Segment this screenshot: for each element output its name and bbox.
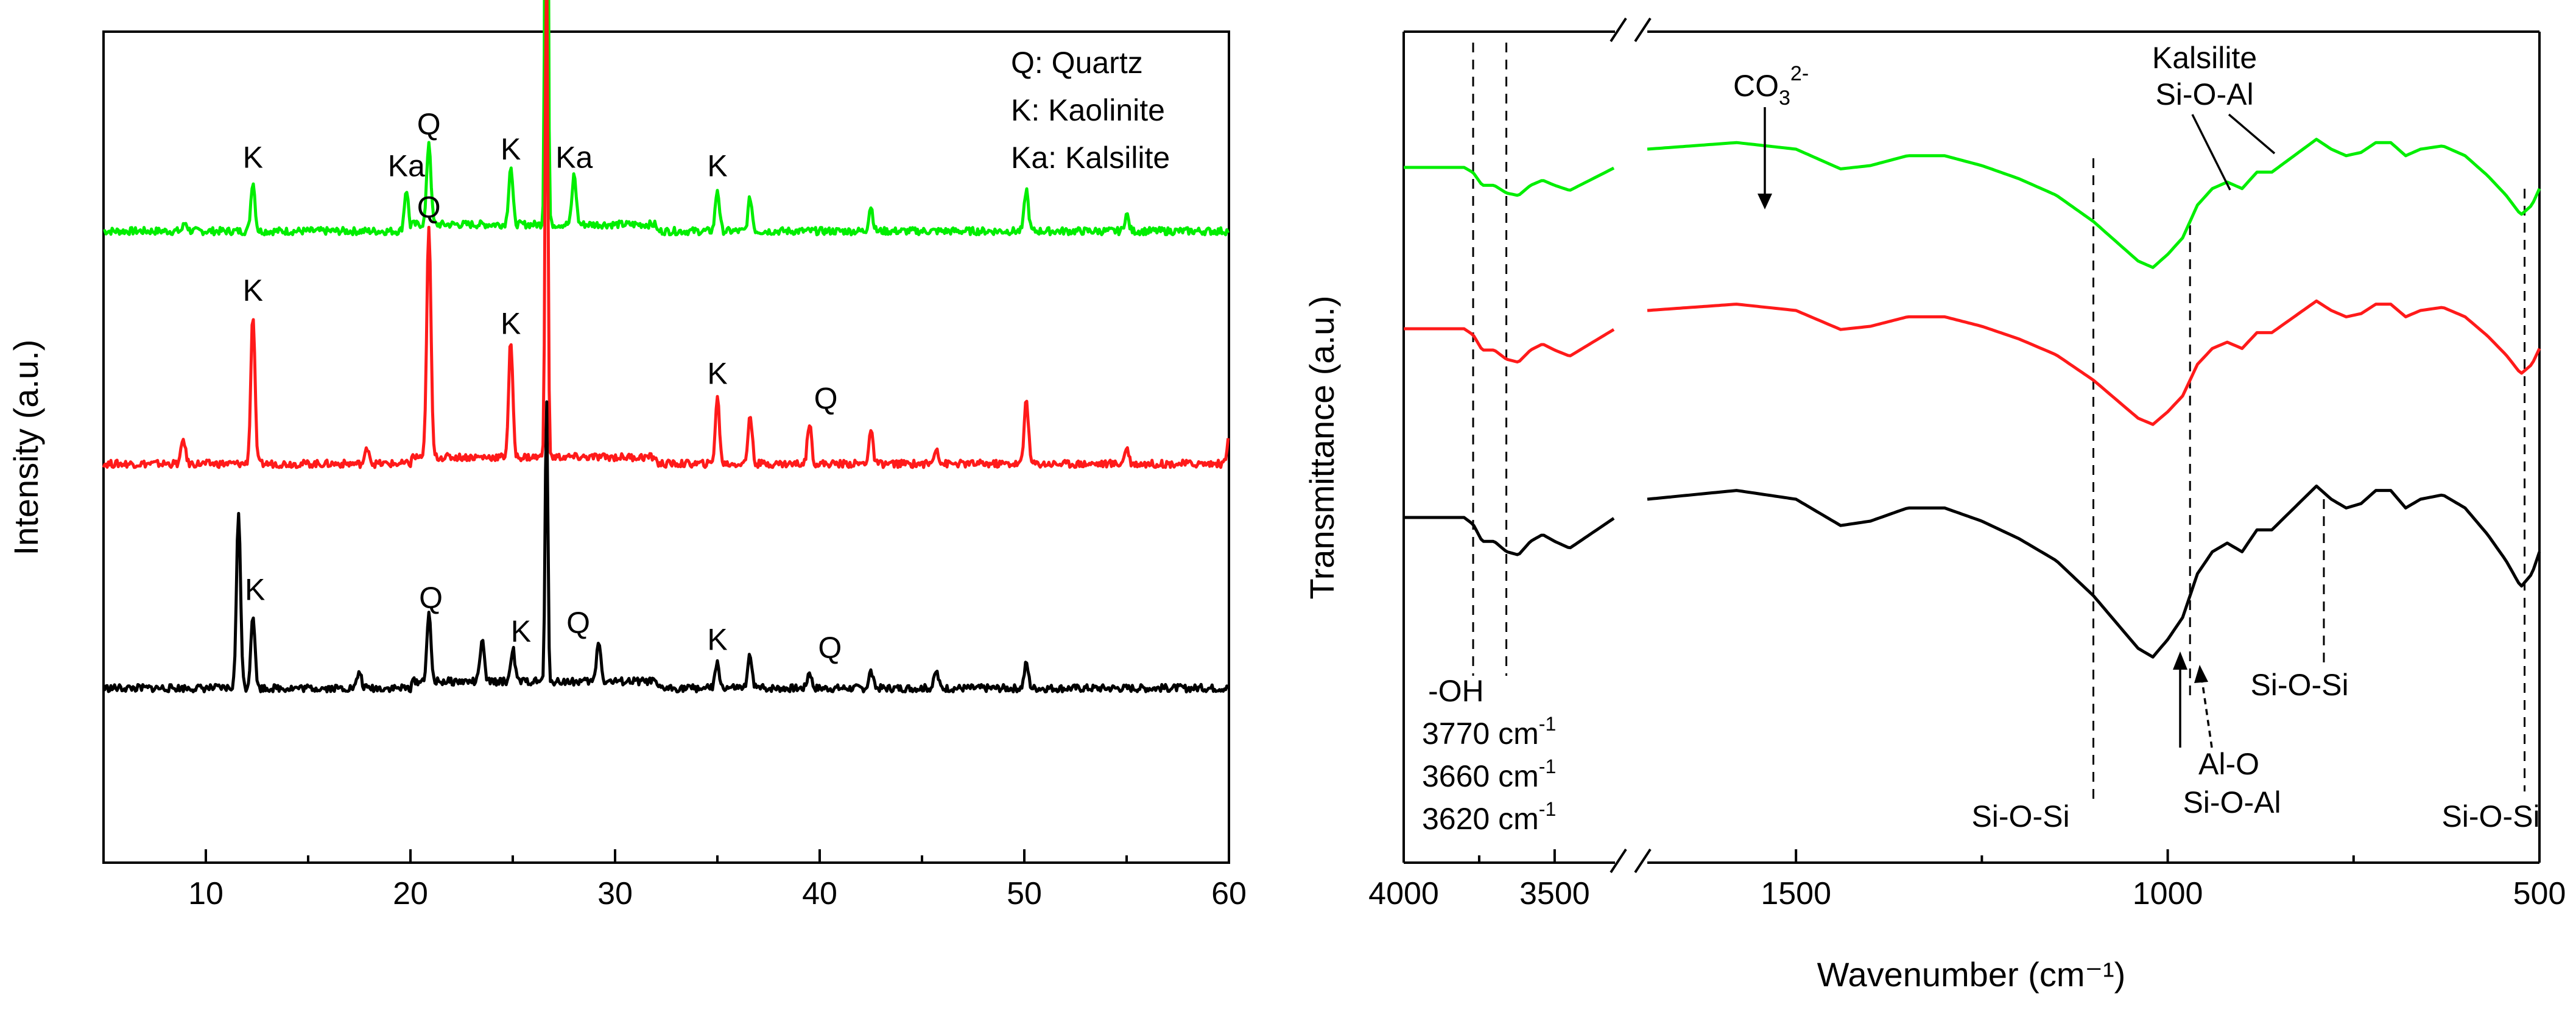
annot-kalsilite-title: Kalsilite <box>2152 41 2257 75</box>
ftir-x-ticks: 4000 3500 1500 1000 500 <box>1368 849 2566 911</box>
ftir-x-tick-label: 500 <box>2513 876 2566 911</box>
xrd-peak-label: Q <box>566 606 590 640</box>
si-o-al-arrow <box>2200 672 2213 748</box>
xrd-x-tick-label: 20 <box>393 876 428 911</box>
legend-entry-kalsilite: Ka: Kalsilite <box>1011 141 1170 175</box>
carbonate-arrowhead <box>1758 194 1772 209</box>
xrd-series-group <box>102 0 1230 693</box>
annot-wn-3770: 3770 cm-1 <box>1422 713 1556 751</box>
xrd-peak-label: K <box>511 614 531 648</box>
xrd-series-red <box>102 0 1230 469</box>
ftir-x-tick-label: 1000 <box>2133 876 2203 911</box>
ftir-panel: 4000 3500 1500 1000 500 CO32- Kalsilite Si-O… <box>1303 17 2566 994</box>
xrd-peak-label: K <box>501 307 521 341</box>
ftir-series-red-high-wn <box>1404 327 1615 363</box>
xrd-peak-label: K <box>243 273 263 307</box>
ftir-series-green-high-wn <box>1404 166 1615 197</box>
annot-wn-3620: 3620 cm-1 <box>1422 798 1556 836</box>
kalsilite-arrow-1 <box>2191 114 2231 191</box>
ftir-series-group <box>1404 138 2541 659</box>
ftir-axis-break-top <box>1610 17 1652 43</box>
annot-al-o: Al-O <box>2198 747 2259 781</box>
xrd-peak-annotations: KKaQKQKaKKQKQKQKQKQKQ <box>243 107 842 665</box>
ftir-x-tick-label: 1500 <box>1761 876 1831 911</box>
xrd-peak-label: Q <box>814 382 838 416</box>
annot-si-o-al: Si-O-Al <box>2183 785 2281 819</box>
xrd-peak-label: K <box>501 132 521 166</box>
annot-oh: -OH <box>1428 674 1484 708</box>
ftir-x-tick-label: 4000 <box>1368 876 1439 911</box>
ftir-x-tick-label: 3500 <box>1519 876 1590 911</box>
xrd-x-tick-label: 30 <box>597 876 633 911</box>
kalsilite-arrow-2 <box>2228 113 2276 155</box>
si-o-al-arrowhead <box>2194 665 2208 683</box>
annot-kalsilite-bond: Si-O-Al <box>2155 77 2253 111</box>
xrd-y-axis-label: Intensity (a.u.) <box>7 340 45 556</box>
xrd-x-tick-label: 10 <box>188 876 223 911</box>
ftir-series-black-high-wn <box>1404 516 1615 556</box>
ftir-y-axis-label: Transmittance (a.u.) <box>1303 296 1341 600</box>
annot-wn-3660: 3660 cm-1 <box>1422 756 1556 793</box>
ftir-x-axis-label: Wavenumber (cm⁻¹) <box>1817 955 2126 994</box>
ftir-series-black-low-wn <box>1647 484 2541 659</box>
xrd-series-green <box>103 0 1230 237</box>
xrd-peak-label: Q <box>419 581 443 615</box>
ftir-series-red-low-wn <box>1647 299 2541 426</box>
annot-si-o-si-790: Si-O-Si <box>2250 668 2348 702</box>
xrd-peak-label: Q <box>818 631 842 665</box>
xrd-x-ticks: 10 20 30 40 50 60 <box>188 849 1247 911</box>
legend-entry-kaolinite: K: Kaolinite <box>1011 93 1165 127</box>
xrd-peak-label: K <box>245 573 265 607</box>
xrd-peak-label: K <box>707 622 727 656</box>
ftir-series-green-low-wn <box>1647 138 2541 269</box>
xrd-peak-label: K <box>707 357 727 391</box>
xrd-plot-frame <box>102 30 1230 864</box>
xrd-peak-label: Q <box>417 191 441 225</box>
annot-si-o-si-520: Si-O-Si <box>2441 799 2539 833</box>
xrd-peak-label: Ka <box>388 149 425 183</box>
xrd-peak-label: K <box>243 141 263 175</box>
ftir-reference-lines <box>1472 43 2526 804</box>
annot-si-o-si-1100: Si-O-Si <box>1971 799 2069 833</box>
xrd-x-tick-label: 60 <box>1211 876 1247 911</box>
xrd-series-black <box>102 400 1230 693</box>
ftir-axis-break-bottom <box>1610 848 1652 874</box>
xrd-x-tick-label: 50 <box>1007 876 1042 911</box>
xrd-peak-label: Ka <box>555 141 593 175</box>
xrd-x-tick-label: 40 <box>802 876 837 911</box>
annot-carbonate: CO32- <box>1733 62 1809 110</box>
legend-entry-quartz: Q: Quartz <box>1011 46 1143 80</box>
al-o-arrowhead <box>2173 651 2187 670</box>
xrd-peak-label: K <box>707 149 727 183</box>
xrd-peak-label: Q <box>417 107 441 141</box>
